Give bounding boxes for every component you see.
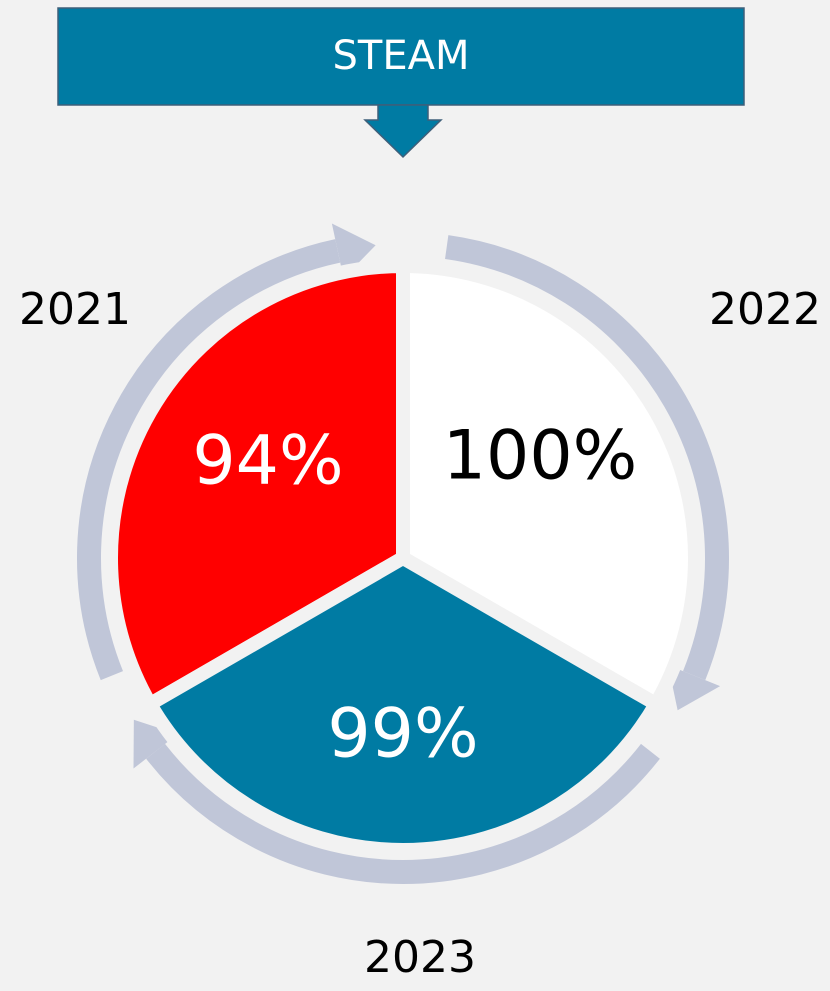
pie-segment: [140, 549, 666, 857]
banner: [57, 7, 745, 106]
ring-arrowhead: [668, 665, 721, 711]
segment-value: 94%: [192, 422, 343, 501]
labels: 94% 2021 100% 2022 99% 2023: [19, 284, 821, 983]
cycle-ring: [77, 223, 729, 884]
segment-value: 99%: [327, 695, 478, 774]
segment-year: 2022: [709, 284, 821, 335]
ring-arc: [77, 239, 341, 681]
pie: [104, 258, 702, 857]
segment-year: 2021: [19, 284, 131, 335]
ring-arrowhead: [331, 223, 376, 279]
ring-arc: [445, 235, 729, 681]
banner-arrow: [363, 104, 443, 159]
segment-value: 100%: [443, 417, 637, 496]
banner-title: STEAM: [333, 33, 470, 79]
ring-arc: [146, 743, 660, 884]
segment-year: 2023: [364, 932, 476, 983]
